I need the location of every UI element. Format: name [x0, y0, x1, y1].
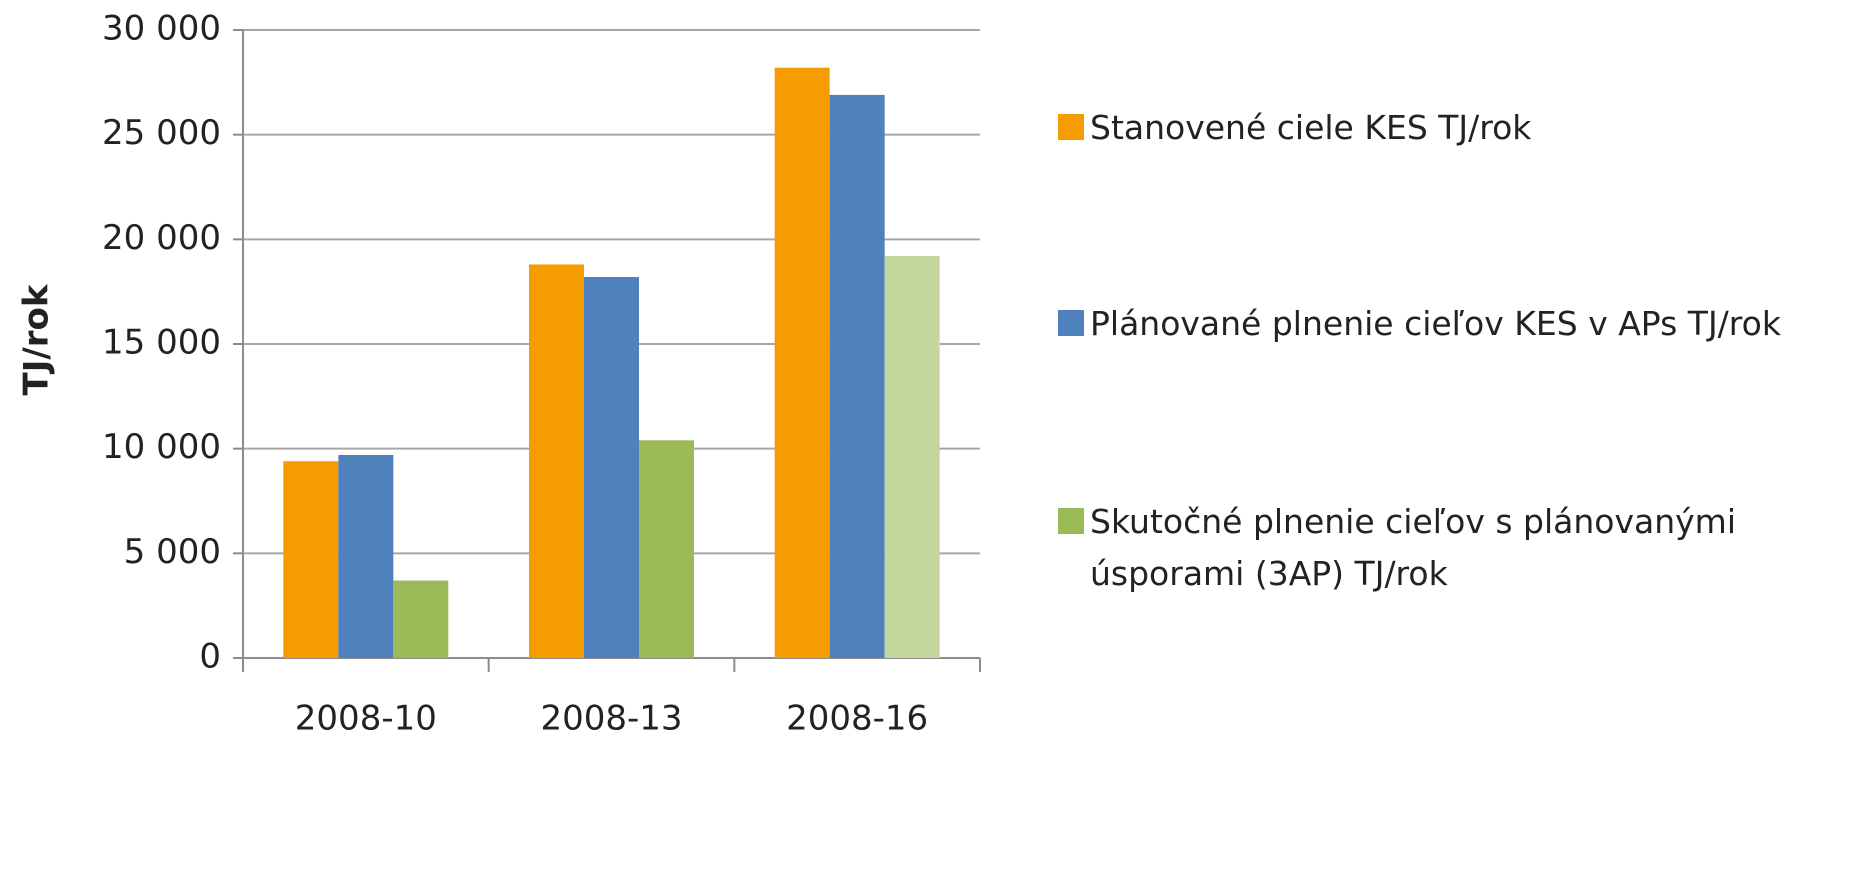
y-tick-label: 30 000 — [102, 9, 221, 49]
legend-swatch — [1058, 508, 1084, 534]
bar — [584, 277, 639, 658]
legend-item: Stanovené ciele KES TJ/rok — [1058, 102, 1858, 154]
y-tick-label: 5 000 — [124, 532, 221, 572]
bar — [774, 67, 830, 659]
x-tick-label: 2008-16 — [786, 699, 928, 739]
bar — [529, 264, 584, 658]
bar — [829, 94, 885, 659]
bar — [884, 256, 940, 658]
y-tick-label: 0 — [199, 637, 221, 677]
legend-item: Plánované plnenie cieľov KES v APs TJ/ro… — [1058, 298, 1858, 350]
legend-swatch — [1058, 310, 1084, 336]
y-tick-label: 20 000 — [102, 218, 221, 258]
legend-label: Skutočné plnenie cieľov s plánovanými ús… — [1090, 502, 1736, 593]
bar — [283, 461, 339, 658]
legend-item: Skutočné plnenie cieľov s plánovanými ús… — [1058, 496, 1858, 600]
bar — [338, 454, 394, 658]
legend-label: Stanovené ciele KES TJ/rok — [1090, 108, 1532, 147]
y-tick-label: 25 000 — [102, 113, 221, 153]
x-tick-label: 2008-13 — [540, 699, 682, 739]
legend-swatch — [1058, 114, 1084, 140]
bar — [393, 580, 449, 658]
x-tick-label: 2008-10 — [295, 699, 437, 739]
y-tick-label: 10 000 — [102, 427, 221, 467]
bar — [639, 440, 694, 658]
y-axis-label: TJ/rok — [17, 283, 57, 395]
y-tick-label: 15 000 — [102, 323, 221, 363]
legend-label: Plánované plnenie cieľov KES v APs TJ/ro… — [1090, 304, 1781, 343]
